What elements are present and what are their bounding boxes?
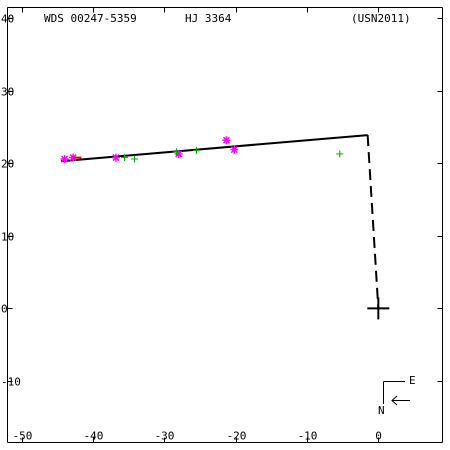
x-tick-label: -30 (155, 430, 175, 443)
asterisk-stroke (230, 146, 238, 154)
x-tick-label: -20 (227, 430, 247, 443)
magenta-asterisk-point (60, 155, 69, 164)
discoverer-label: HJ 3364 (185, 12, 232, 25)
compass-north-label: N (378, 404, 385, 417)
observation-points (60, 136, 390, 320)
compass: E N (378, 374, 416, 417)
y-tick-label: -10 (1, 376, 21, 389)
green-plus-point (336, 150, 344, 158)
asterisk-stroke (222, 136, 230, 144)
connector-line (366, 135, 380, 309)
asterisk-stroke (112, 154, 120, 162)
magenta-asterisk-point (111, 153, 120, 162)
magenta-asterisk-point (230, 145, 239, 154)
x-tick-label: -40 (84, 430, 104, 443)
asterisk-stroke (175, 150, 183, 158)
asterisk-stroke (61, 155, 69, 163)
magenta-asterisk-point (174, 149, 183, 158)
green-plus-point (192, 146, 200, 154)
x-tick-label: -50 (13, 430, 33, 443)
y-tick-label: 40 (1, 13, 14, 26)
axes (7, 7, 443, 443)
y-tick-label: 10 (1, 231, 14, 244)
asterisk-stroke (69, 154, 77, 162)
y-tick-label: 20 (1, 158, 14, 171)
wds-label: WDS 00247-5359 (44, 12, 137, 25)
compass-east-label: E (409, 374, 416, 387)
motion-arrow-head (391, 395, 398, 406)
magenta-asterisk-point (222, 136, 231, 145)
green-plus-point (173, 148, 181, 156)
y-tick-label: 30 (1, 86, 14, 99)
tick-group: -50 -40 -30 -20 -10 0 -10 0 10 20 30 40 (1, 7, 443, 443)
x-tick-label: -10 (298, 430, 318, 443)
reference-label: (USN2011) (351, 12, 411, 25)
green-plus-point (120, 154, 128, 162)
x-tick-label: 0 (375, 430, 382, 443)
green-plus-point (130, 155, 138, 163)
y-tick-label: 0 (1, 303, 8, 316)
